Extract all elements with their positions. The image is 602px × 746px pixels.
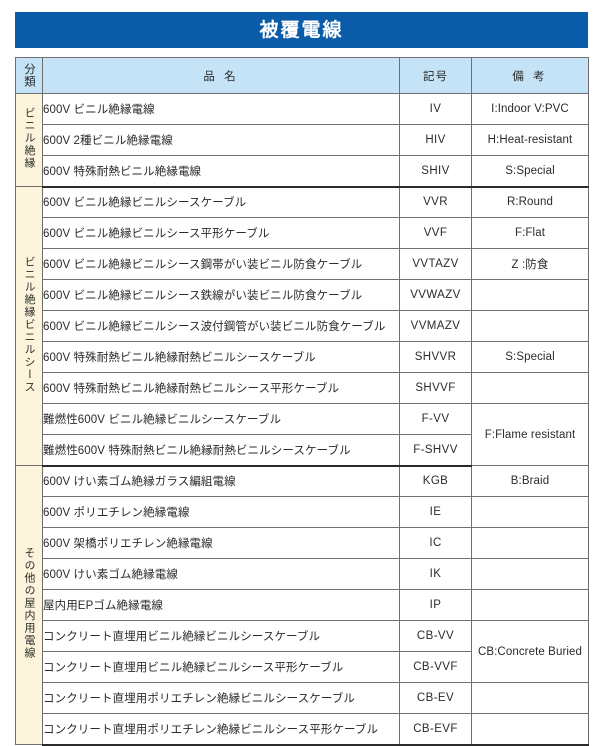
- symbol-cell: VVTAZV: [399, 248, 472, 280]
- table-body: ビニル絶縁 600V ビニル絶縁電線 IV I:Indoor V:PVC 600V 2種…: [15, 93, 589, 746]
- symbol-cell: F-SHVV: [399, 434, 472, 467]
- product-name-cell: 600V ビニル絶縁ビニルシース鉄線がい装ビニル防食ケーブル: [42, 279, 400, 311]
- remarks-cell: Z :防食: [471, 248, 589, 280]
- symbol-cell: CB-VVF: [399, 651, 472, 683]
- remarks-cell: B:Braid: [471, 465, 589, 497]
- remarks-cell: CB:Concrete Buried: [471, 620, 589, 683]
- symbol-cell: SHVVF: [399, 372, 472, 404]
- product-name-cell: 600V 架橋ポリエチレン絶縁電線: [42, 527, 400, 559]
- product-name-cell: 600V けい素ゴム絶縁ガラス編組電線: [42, 465, 400, 497]
- remarks-cell: R:Round: [471, 186, 589, 218]
- remarks-cell: [471, 496, 589, 528]
- remarks-cell: S:Special: [471, 155, 589, 188]
- symbol-cell: HIV: [399, 124, 472, 156]
- cable-types-table: 分類 品 名 記号 備 考 ビニル絶縁 600V ビニル絶縁電線 IV I:Indoo…: [15, 57, 589, 746]
- table-row: 600V ポリエチレン絶縁電線 IE: [16, 496, 589, 528]
- product-name-cell: 600V ビニル絶縁ビニルシース波付鋼管がい装ビニル防食ケーブル: [42, 310, 400, 342]
- symbol-cell: VVWAZV: [399, 279, 472, 311]
- table-row: 難燃性600V 特殊耐熱ビニル絶縁耐熱ビニルシースケーブル F-SHVV: [16, 434, 589, 467]
- symbol-cell: CB-VV: [399, 620, 472, 652]
- product-name-cell: 600V 2種ビニル絶縁電線: [42, 124, 400, 156]
- table-row: 600V ビニル絶縁ビニルシース鉄線がい装ビニル防食ケーブル VVWAZV: [16, 279, 589, 311]
- category-cell: その他の屋内用電線: [15, 465, 43, 745]
- column-header-name: 品 名: [42, 57, 400, 94]
- product-name-cell: 屋内用EPゴム絶縁電線: [42, 589, 400, 621]
- remarks-cell: [471, 682, 589, 714]
- product-name-cell: コンクリート直埋用ビニル絶縁ビニルシース平形ケーブル: [42, 651, 400, 683]
- symbol-cell: F-VV: [399, 403, 472, 435]
- remarks-cell: [471, 589, 589, 621]
- table-row: コンクリート直埋用ポリエチレン絶縁ビニルシースケーブル CB-EV: [16, 682, 589, 714]
- table-row: ビニル絶縁ビニルシース 600V ビニル絶縁ビニルシースケーブル VVR R:Roun…: [15, 186, 589, 466]
- page-root: 被覆電線 分類 品 名 記号 備 考 ビニル絶縁 600V ビニル絶縁電線 IV I:…: [15, 12, 589, 746]
- table-row: 600V 特殊耐熱ビニル絶縁耐熱ビニルシース平形ケーブル SHVVF: [16, 372, 589, 404]
- remarks-cell: I:Indoor V:PVC: [471, 93, 589, 125]
- column-header-symbol: 記号: [399, 57, 472, 94]
- product-name-cell: コンクリート直埋用ポリエチレン絶縁ビニルシースケーブル: [42, 682, 400, 714]
- table-header: 分類 品 名 記号 備 考: [15, 57, 589, 94]
- symbol-cell: CB-EV: [399, 682, 472, 714]
- remarks-cell: H:Heat-resistant: [471, 124, 589, 156]
- table-row: 600V けい素ゴム絶縁電線 IK: [16, 558, 589, 590]
- remarks-cell: [471, 527, 589, 559]
- table-row: 600V 特殊耐熱ビニル絶縁電線 SHIV S:Special: [16, 155, 589, 188]
- product-name-cell: 600V けい素ゴム絶縁電線: [42, 558, 400, 590]
- symbol-cell: IE: [399, 496, 472, 528]
- product-name-cell: 600V ビニル絶縁ビニルシース鋼帯がい装ビニル防食ケーブル: [42, 248, 400, 280]
- symbol-cell: IV: [399, 93, 472, 125]
- remarks-cell: F:Flat: [471, 217, 589, 249]
- product-name-cell: コンクリート直埋用ポリエチレン絶縁ビニルシース平形ケーブル: [42, 713, 400, 746]
- remarks-cell: [471, 279, 589, 311]
- cable-types-table-wrapper: 分類 品 名 記号 備 考 ビニル絶縁 600V ビニル絶縁電線 IV I:Indoo…: [15, 57, 589, 746]
- category-label: ビニル絶縁: [23, 107, 36, 170]
- product-name-cell: 難燃性600V ビニル絶縁ビニルシースケーブル: [42, 403, 400, 435]
- symbol-cell: KGB: [399, 465, 472, 497]
- table-row: コンクリート直埋用ポリエチレン絶縁ビニルシース平形ケーブル CB-EVF: [16, 713, 589, 746]
- symbol-cell: CB-EVF: [399, 713, 472, 746]
- page-title-bar: 被覆電線: [15, 12, 588, 48]
- product-name-cell: 600V 特殊耐熱ビニル絶縁電線: [42, 155, 400, 188]
- symbol-cell: IK: [399, 558, 472, 590]
- symbol-cell: VVR: [399, 186, 472, 218]
- table-row: 難燃性600V ビニル絶縁ビニルシースケーブル F-VV F:Flame resis…: [16, 403, 589, 466]
- remarks-cell: F:Flame resistant: [471, 403, 589, 466]
- product-name-cell: 600V ビニル絶縁ビニルシース平形ケーブル: [42, 217, 400, 249]
- symbol-cell: SHIV: [399, 155, 472, 188]
- symbol-cell: IP: [399, 589, 472, 621]
- product-name-cell: コンクリート直埋用ビニル絶縁ビニルシースケーブル: [42, 620, 400, 652]
- product-name-cell: 600V ポリエチレン絶縁電線: [42, 496, 400, 528]
- remarks-cell: [471, 558, 589, 590]
- symbol-cell: VVMAZV: [399, 310, 472, 342]
- product-name-cell: 600V ビニル絶縁電線: [42, 93, 400, 125]
- table-row: 600V 特殊耐熱ビニル絶縁耐熱ビニルシースケーブル SHVVR S:Special: [16, 341, 589, 373]
- header-row: 分類 品 名 記号 備 考: [15, 57, 589, 94]
- remarks-cell: S:Special: [471, 341, 589, 373]
- symbol-cell: IC: [399, 527, 472, 559]
- table-row: 600V ビニル絶縁ビニルシース平形ケーブル VVF F:Flat: [16, 217, 589, 249]
- product-name-cell: 600V ビニル絶縁ビニルシースケーブル: [42, 186, 400, 218]
- category-cell: ビニル絶縁ビニルシース: [15, 186, 43, 466]
- symbol-cell: VVF: [399, 217, 472, 249]
- table-row: 600V ビニル絶縁ビニルシース波付鋼管がい装ビニル防食ケーブル VVMAZV: [16, 310, 589, 342]
- category-label: ビニル絶縁ビニルシース: [23, 255, 36, 394]
- table-row: コンクリート直埋用ビニル絶縁ビニルシースケーブル CB-VV CB:Concrete…: [16, 620, 589, 683]
- table-row: ビニル絶縁 600V ビニル絶縁電線 IV I:Indoor V:PVC: [15, 93, 589, 187]
- symbol-cell: SHVVR: [399, 341, 472, 373]
- page-title: 被覆電線: [259, 19, 344, 41]
- column-header-category: 分類: [15, 57, 43, 94]
- table-row: 600V 架橋ポリエチレン絶縁電線 IC: [16, 527, 589, 559]
- column-header-remarks: 備 考: [471, 57, 589, 94]
- category-cell: ビニル絶縁: [15, 93, 43, 187]
- table-row: その他の屋内用電線 600V けい素ゴム絶縁ガラス編組電線 KGB B:Braid: [15, 465, 589, 745]
- remarks-cell: [471, 310, 589, 342]
- table-row: 屋内用EPゴム絶縁電線 IP: [16, 589, 589, 621]
- category-label: その他の屋内用電線: [23, 547, 36, 660]
- product-name-cell: 600V 特殊耐熱ビニル絶縁耐熱ビニルシース平形ケーブル: [42, 372, 400, 404]
- product-name-cell: 600V 特殊耐熱ビニル絶縁耐熱ビニルシースケーブル: [42, 341, 400, 373]
- table-row: 600V 2種ビニル絶縁電線 HIV H:Heat-resistant: [16, 124, 589, 156]
- remarks-cell: [471, 713, 589, 746]
- product-name-cell: 難燃性600V 特殊耐熱ビニル絶縁耐熱ビニルシースケーブル: [42, 434, 400, 467]
- remarks-cell: [471, 372, 589, 404]
- table-row: 600V ビニル絶縁ビニルシース鋼帯がい装ビニル防食ケーブル VVTAZV Z :防…: [16, 248, 589, 280]
